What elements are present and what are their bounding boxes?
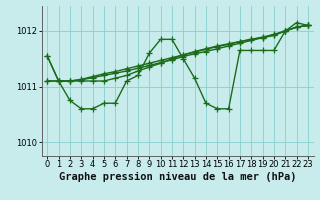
X-axis label: Graphe pression niveau de la mer (hPa): Graphe pression niveau de la mer (hPa)	[59, 172, 296, 182]
